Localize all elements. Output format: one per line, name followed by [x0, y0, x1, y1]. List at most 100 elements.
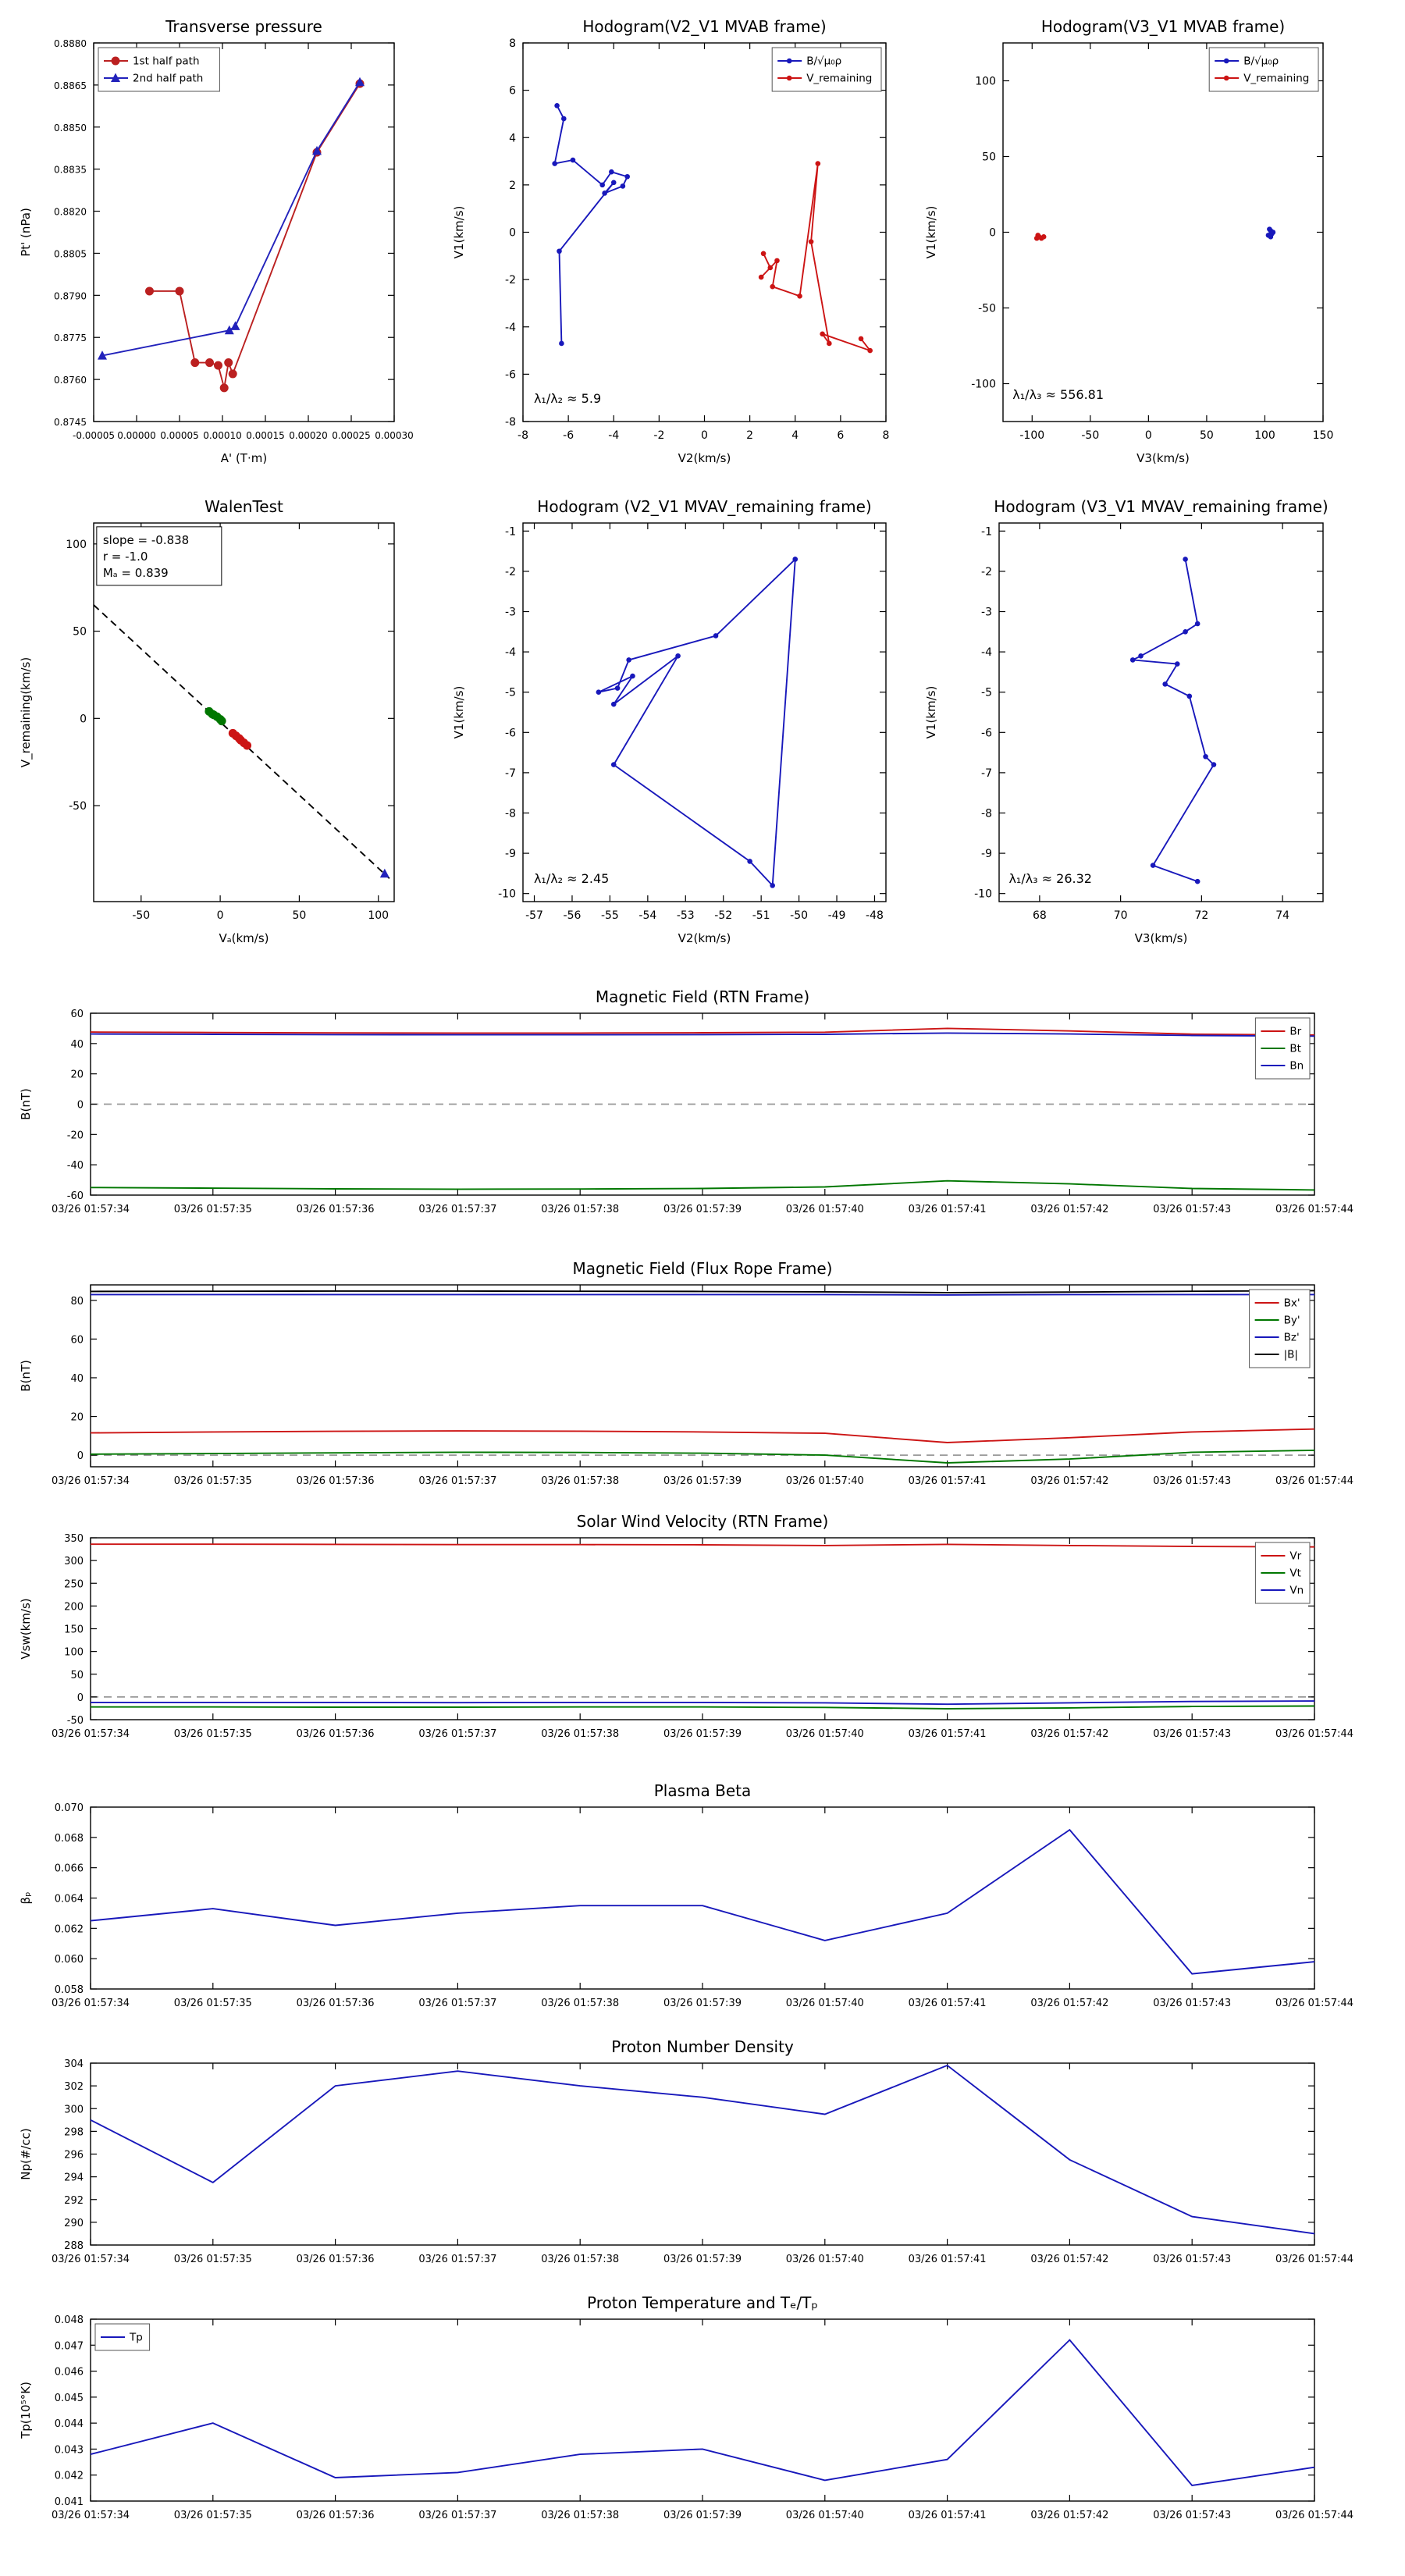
x-tick-label: 03/26 01:57:35	[174, 2254, 252, 2265]
marker-dot	[609, 169, 614, 175]
plot-area	[90, 1537, 1315, 1720]
proton-density-chart: Proton Number Density 03/26 01:57:34 03/26…	[19, 2037, 1353, 2265]
legend-label: Vr	[1289, 1550, 1301, 1563]
y-tick-label: -20	[67, 1130, 84, 1141]
series-Vn	[91, 1700, 1315, 1706]
x-tick-label: 03/26 01:57:42	[1030, 1998, 1108, 2009]
legend-label: Vt	[1289, 1567, 1301, 1580]
series-beta_p	[90, 1828, 1315, 1975]
plot-area	[522, 42, 887, 422]
marker-triangle	[111, 73, 120, 82]
x-tick-label: 0.00015	[246, 430, 285, 441]
x-tick-label: 03/26 01:57:42	[1030, 1475, 1108, 1487]
y-tick-label: 300	[64, 2104, 84, 2115]
y-tick-label: -7	[981, 767, 992, 780]
x-axis-label: Vₐ(km/s)	[219, 931, 269, 945]
marker-dot	[1223, 75, 1229, 81]
y-tick-label: -9	[981, 848, 992, 860]
marker-circle	[214, 361, 222, 370]
x-tick-label: 0	[217, 909, 224, 922]
legend-label: |B|	[1284, 1349, 1298, 1361]
legend-label: V_remaining	[806, 73, 872, 85]
marker-dot	[1033, 235, 1040, 241]
y-tick-label: 0.058	[55, 1984, 84, 1996]
marker-dot	[827, 340, 832, 347]
marker-circle	[205, 358, 214, 368]
marker-dot	[1223, 58, 1229, 64]
proton-temperature-chart: Proton Temperature and Tₑ/Tₚ 03/26 01:57:…	[19, 2293, 1353, 2521]
x-tick-label: 03/26 01:57:40	[786, 1728, 864, 1740]
marker-dot	[554, 103, 560, 109]
marker-dot	[1186, 693, 1193, 699]
y-tick-label: -4	[505, 646, 516, 659]
marker-dot	[1129, 657, 1136, 663]
marker-dot	[792, 557, 799, 562]
y-tick-label: -9	[505, 848, 516, 860]
x-tick-label: -49	[828, 909, 846, 922]
x-tick-label: 03/26 01:57:35	[174, 1475, 252, 1487]
y-tick-label: 0	[989, 227, 996, 240]
annotation-text: λ₁/λ₂ ≈ 2.45	[534, 871, 609, 886]
chart-title: Plasma Beta	[654, 1781, 752, 1800]
y-tick-label: -100	[971, 379, 996, 391]
x-tick-label: -48	[866, 909, 884, 922]
marker-circle	[111, 56, 120, 66]
x-tick-label: 68	[1033, 909, 1047, 922]
y-tick-label: -2	[505, 274, 516, 286]
marker-circle	[228, 369, 237, 379]
x-tick-label: 03/26 01:57:42	[1030, 2510, 1108, 2521]
x-tick-label: 50	[1200, 429, 1214, 442]
y-tick-label: 0.8745	[54, 417, 87, 428]
y-tick-label: -1	[981, 525, 992, 538]
chart-title: Hodogram(V2_V1 MVAB frame)	[582, 17, 826, 36]
hodogram-v2v1-mvav-chart: Hodogram (V2_V1 MVAV_remaining frame) -57…	[452, 497, 887, 945]
x-tick-label: 03/26 01:57:39	[663, 2510, 742, 2521]
y-tick-label: 292	[64, 2195, 84, 2207]
annotation-text: Mₐ = 0.839	[103, 566, 169, 580]
y-axis-label: Np(#/cc)	[19, 2128, 33, 2180]
magnetic-field-rtn-chart: Magnetic Field (RTN Frame) 03/26 01:57:34…	[19, 987, 1353, 1215]
chart-title: Transverse pressure	[165, 17, 322, 36]
series-Br	[90, 1027, 1315, 1036]
y-axis-label: V1(km/s)	[924, 206, 938, 259]
x-tick-label: 03/26 01:57:41	[909, 1728, 987, 1740]
legend-label: Tp	[129, 2332, 143, 2344]
marker-triangle	[230, 321, 240, 330]
marker-dot	[1270, 229, 1276, 235]
chart-title: Proton Number Density	[611, 2037, 794, 2056]
marker-dot	[760, 251, 767, 257]
hodogram-v3v1-mvab-chart: Hodogram(V3_V1 MVAB frame) -100 -50 0 50 100 1…	[924, 17, 1334, 465]
x-tick-label: 0.00030	[375, 430, 414, 441]
y-tick-label: 0.064	[55, 1894, 84, 1905]
series-V-hodogram	[598, 558, 796, 888]
x-tick-label: 03/26 01:57:36	[297, 1998, 375, 2009]
x-axis-label: V3(km/s)	[1136, 451, 1190, 465]
x-tick-label: 03/26 01:57:38	[541, 1728, 619, 1740]
y-tick-label: 100	[975, 76, 996, 88]
y-tick-label: -8	[981, 807, 992, 820]
y-axis-label: B(nT)	[19, 1088, 33, 1120]
y-tick-label: 0.8850	[54, 123, 87, 133]
x-tick-label: 03/26 01:57:37	[418, 1998, 496, 2009]
x-tick-label: -50	[1081, 429, 1099, 442]
x-tick-label: 150	[1313, 429, 1334, 442]
legend-label: Bt	[1289, 1043, 1301, 1055]
y-tick-label: 0.8775	[54, 333, 87, 343]
x-tick-label: 03/26 01:57:39	[663, 1728, 742, 1740]
marker-triangle	[98, 350, 107, 360]
plot-area	[998, 522, 1324, 902]
y-tick-label: 40	[70, 1373, 84, 1385]
x-tick-label: 03/26 01:57:41	[909, 1998, 987, 2009]
x-tick-label: 0.00020	[289, 430, 328, 441]
series-Bn	[90, 1032, 1315, 1037]
marker-dot	[1267, 226, 1272, 232]
marker-dot	[858, 336, 864, 342]
x-tick-label: 03/26 01:57:34	[52, 1204, 130, 1215]
x-axis-label: V2(km/s)	[678, 451, 731, 465]
x-tick-label: -4	[608, 429, 619, 442]
marker-dot	[624, 173, 630, 180]
x-tick-label: 03/26 01:57:37	[418, 1475, 496, 1487]
x-tick-label: 03/26 01:57:34	[52, 1475, 130, 1487]
x-tick-label: 03/26 01:57:43	[1153, 1475, 1231, 1487]
marker-dot	[610, 180, 617, 186]
